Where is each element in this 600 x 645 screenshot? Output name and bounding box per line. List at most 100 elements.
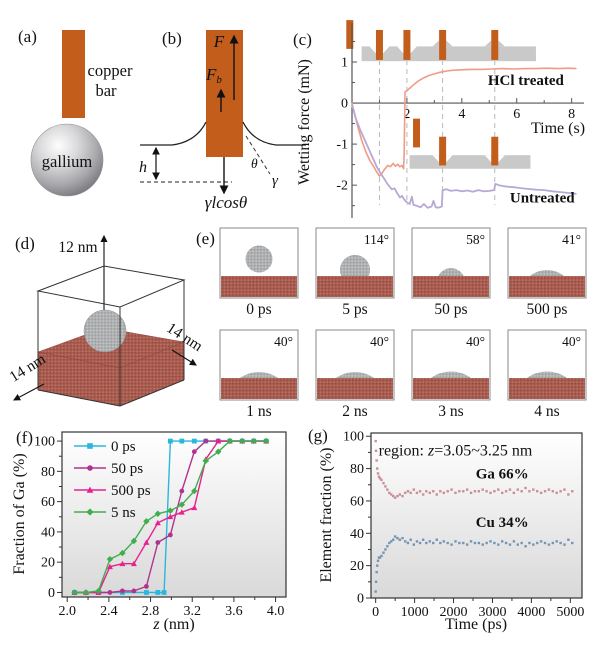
g-point: [380, 478, 383, 482]
f-marker: [161, 590, 167, 595]
g-point: [458, 541, 461, 545]
c-inset-bar-top-4: [491, 29, 499, 60]
f-marker: [154, 519, 161, 526]
f-marker: [155, 590, 161, 595]
g-point: [539, 540, 543, 543]
fraction-of-ga-chart: 2.0 2.4 2.8 3.2 3.6 4.0 0 20 40 60 80 100 0 ps 50 ps 5…: [11, 431, 287, 633]
g-point: [374, 580, 378, 584]
g-point: [390, 493, 393, 496]
frame-time-label: 4 ns: [534, 403, 559, 420]
c-inset-bar-top-3: [439, 29, 447, 60]
g-point: [446, 541, 449, 545]
g-point: [462, 541, 465, 545]
frame-contact-angle: 114°: [364, 232, 389, 247]
c-y-tick-label: -2: [336, 179, 348, 194]
g-point: [376, 472, 380, 475]
f-x-tick-label: 2.0: [58, 604, 76, 619]
panel-b-label: (b): [162, 29, 182, 48]
c-x-tick-label: 4: [458, 107, 465, 122]
g-point: [528, 490, 531, 493]
g-point: [504, 541, 508, 545]
frame-contact-angle: 40°: [370, 334, 389, 349]
frame-droplet: [336, 371, 374, 378]
surface-tension-dashed-line: [245, 135, 271, 175]
f-legend-marker-2: [86, 486, 94, 493]
f-marker: [191, 438, 197, 444]
f-marker: [155, 540, 161, 545]
frame-time-label: 0 ps: [246, 301, 271, 318]
f-marker: [167, 513, 174, 520]
f-y-axis-title: Fraction of Ga (%): [11, 453, 28, 574]
frame-droplet: [431, 371, 471, 378]
g-point: [563, 488, 566, 491]
g-point: [401, 536, 404, 540]
frame-contact-angle: 41°: [562, 232, 581, 247]
frame-substrate: [221, 276, 297, 297]
g-series-label-1: Cu 34%: [476, 515, 529, 531]
snapshot-frames: 0 ps 114° 5 ps 58° 50 ps 41° 500 ps 40° 1 ns 40° 2…: [219, 227, 587, 420]
f-legend-label-0: 0 ps: [111, 439, 136, 455]
g-point: [567, 493, 570, 496]
g-point: [374, 449, 378, 452]
g-point: [432, 541, 435, 545]
g-point: [375, 459, 378, 462]
g-point: [489, 540, 492, 543]
g-point: [481, 488, 484, 491]
height-label: h: [139, 159, 147, 176]
c-curve-1: [351, 104, 577, 209]
g-point: [512, 491, 516, 495]
c-x-axis-title: Time (s): [531, 120, 585, 137]
f-marker: [82, 589, 90, 596]
g-point: [418, 541, 422, 545]
panel-f-label: (f): [16, 428, 33, 447]
g-point: [388, 541, 391, 545]
c-inset-bar-top-1: [375, 29, 383, 60]
g-point: [377, 475, 381, 478]
copper-bar-caption-line2: bar: [95, 81, 117, 100]
g-point: [497, 488, 500, 491]
g-point: [376, 559, 380, 562]
g-point: [551, 490, 555, 493]
g-point: [543, 490, 547, 493]
g-point: [477, 541, 481, 545]
g-point: [376, 467, 379, 470]
f-y-tick-label: 0: [48, 586, 55, 601]
g-point: [532, 543, 535, 546]
c-inset-slab-top: [361, 46, 536, 62]
f-marker: [130, 537, 138, 545]
g-point: [469, 491, 473, 495]
gallium-sphere: [30, 123, 104, 197]
copper-bar-caption-line1: copper: [88, 61, 133, 80]
frame-droplet: [340, 254, 370, 276]
f-marker: [239, 437, 246, 445]
f-marker: [250, 437, 257, 445]
g-point: [442, 540, 445, 543]
box-height-label: 12 nm: [58, 239, 97, 256]
g-point: [393, 535, 397, 538]
c-meniscus-down: [432, 155, 453, 163]
g-point: [384, 548, 387, 551]
element-fraction-chart: Ga 66% Cu 34% 0 1000 2000 3000 4000 5000 0 20 40 60…: [318, 430, 584, 633]
c-x-tick-label: 6: [513, 107, 520, 122]
g-point: [516, 488, 519, 491]
f-x-tick-label: 2.4: [100, 604, 118, 619]
g-point: [512, 540, 516, 543]
g-point: [390, 540, 393, 543]
g-frame: [370, 432, 583, 599]
g-point: [409, 491, 412, 495]
snapshot-frame-1: 114° 5 ps: [315, 227, 395, 318]
frame-substrate: [509, 276, 585, 297]
g-point: [508, 488, 512, 491]
g-point: [421, 493, 425, 496]
g-point: [454, 491, 457, 495]
f-marker: [167, 532, 173, 538]
g-point: [384, 485, 387, 488]
g-point: [462, 490, 465, 493]
g-point: [497, 543, 500, 546]
g-point: [481, 543, 484, 546]
frame-contact-angle: 40°: [562, 334, 581, 349]
c-meniscus-down: [369, 46, 390, 54]
g-x-tick-label: 3000: [478, 605, 506, 620]
